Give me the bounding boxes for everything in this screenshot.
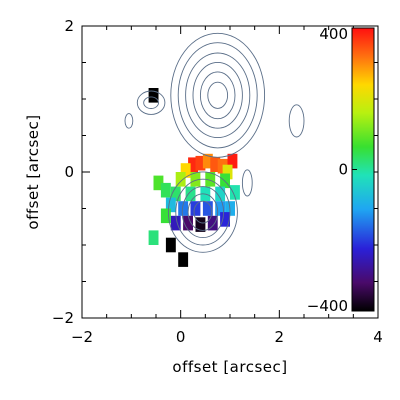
velocity-pixel <box>148 88 159 103</box>
velocity-pixel <box>207 215 218 231</box>
y-axis-title: offset [arcsec] <box>24 114 42 229</box>
x-axis-title: offset [arcsec] <box>172 358 287 376</box>
colorbar-tick-label: 400 <box>319 25 348 43</box>
contour-line <box>241 169 253 197</box>
velocity-pixel <box>215 201 226 216</box>
contour-line <box>185 52 251 139</box>
x-tick-label: −2 <box>71 328 93 346</box>
colorbar: 400 0 −400 <box>307 25 375 315</box>
x-tick-label: 0 <box>176 328 186 346</box>
contour-line <box>136 90 166 115</box>
velocity-pixel <box>202 201 213 216</box>
velocity-pixel <box>202 153 213 169</box>
contour-line <box>192 61 243 129</box>
contour-line <box>193 200 213 224</box>
velocity-pixel <box>220 212 230 227</box>
velocity-pixel <box>153 175 164 191</box>
contour-line <box>177 42 258 149</box>
contour-line <box>167 171 238 253</box>
x-tick-label: 4 <box>373 328 383 346</box>
velocity-pixel <box>188 157 198 172</box>
velocity-pixel <box>170 186 181 202</box>
velocity-pixel <box>227 153 238 169</box>
velocity-pixel <box>195 155 206 171</box>
velocity-pixel <box>215 186 226 202</box>
velocity-pixel <box>190 201 201 216</box>
contour-line <box>199 71 236 120</box>
velocity-pixel <box>160 208 171 224</box>
contour-line <box>181 186 225 239</box>
contour-line <box>170 32 266 158</box>
y-tick-label: 2 <box>64 17 74 35</box>
velocity-pixel <box>230 185 240 200</box>
velocity-pixel <box>165 197 176 213</box>
contour-line <box>175 178 231 246</box>
y-tick-label: 0 <box>64 163 74 181</box>
plot-area <box>148 88 240 267</box>
contour-line <box>288 104 305 138</box>
velocity-pixel <box>160 182 171 198</box>
velocity-pixel <box>222 164 233 180</box>
colorbar-tick-label: −400 <box>307 297 348 315</box>
x-tick-label: 2 <box>275 328 285 346</box>
y-tick-label: −2 <box>52 309 74 327</box>
axis-ticks: −2 0 2 4 −2 0 2 <box>52 17 383 346</box>
colorbar-ticks: 400 0 −400 <box>307 25 357 315</box>
contour-line <box>143 96 159 109</box>
velocity-pixel <box>170 215 181 231</box>
colorbar-tick-label: 0 <box>338 161 348 179</box>
velocity-pixel <box>178 201 189 216</box>
velocity-pixel <box>195 217 206 232</box>
contour-line <box>124 113 134 129</box>
velocity-pixel <box>183 215 193 231</box>
velocity-pixel <box>178 252 189 267</box>
contour-layer <box>124 32 305 253</box>
velocity-pixel <box>205 172 216 187</box>
velocity-pixel <box>185 186 196 202</box>
velocity-pixel <box>190 172 201 187</box>
velocity-pixel <box>148 230 159 245</box>
velocity-pixel <box>180 163 191 178</box>
velocity-pixel <box>210 157 221 172</box>
contour-line <box>207 81 229 109</box>
velocity-pixel <box>175 172 186 187</box>
contour-line <box>187 193 219 231</box>
velocity-pixel <box>165 237 176 253</box>
